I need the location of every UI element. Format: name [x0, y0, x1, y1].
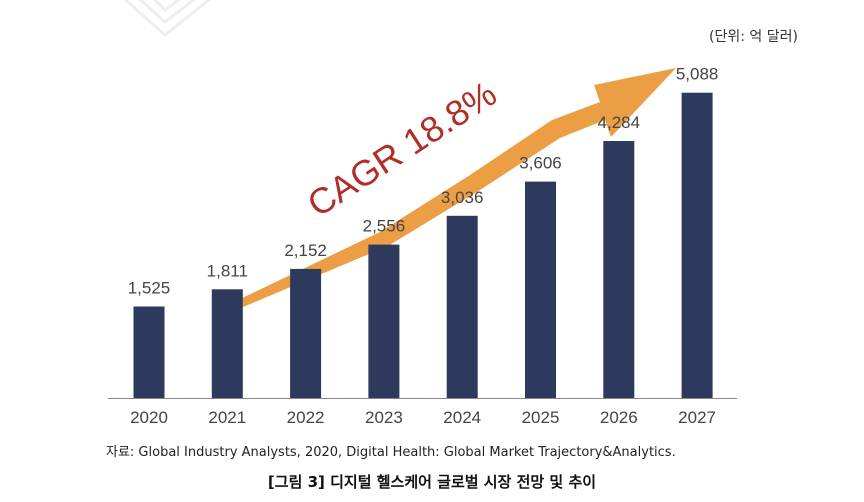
decorative-watermark [123, 0, 212, 37]
x-tick-label-2022: 2022 [287, 408, 325, 427]
bar-2021 [211, 289, 243, 398]
x-tick-label-2026: 2026 [600, 408, 638, 427]
figure-caption: [그림 3] 디지털 헬스케어 글로벌 시장 전망 및 추이 [267, 473, 597, 491]
bars-group [133, 92, 713, 398]
x-tick-label-2025: 2025 [522, 408, 560, 427]
labels-group: 1,525 2020 1,811 2021 2,152 2022 2,556 2023 3,03… [128, 65, 719, 427]
bar-2022 [290, 268, 322, 398]
chart-area: 1,525 2020 1,811 2021 2,152 2022 2,556 2023 3,03… [108, 0, 737, 427]
value-label-2026: 4,284 [598, 113, 641, 132]
value-label-2020: 1,525 [128, 279, 171, 298]
bar-2026 [603, 141, 635, 398]
x-tick-label-2020: 2020 [130, 408, 168, 427]
x-tick-label-2024: 2024 [443, 408, 481, 427]
x-tick-label-2027: 2027 [678, 408, 716, 427]
unit-label: (단위: 억 달러) [709, 29, 798, 45]
source-line: 자료: Global Industry Analysts, 2020, Digi… [106, 445, 676, 460]
value-label-2021: 1,811 [207, 261, 248, 280]
x-tick-label-2021: 2021 [208, 408, 246, 427]
bar-2020 [133, 306, 165, 398]
value-label-2025: 3,606 [519, 154, 562, 173]
growth-arrow [213, 68, 676, 318]
value-label-2023: 2,556 [363, 217, 406, 236]
x-tick-label-2023: 2023 [365, 408, 403, 427]
value-label-2024: 3,036 [441, 188, 484, 207]
bar-2025 [525, 181, 556, 398]
bar-2024 [446, 215, 478, 398]
bar-2023 [368, 244, 400, 398]
bar-2027 [681, 92, 713, 398]
value-label-2027: 5,088 [676, 65, 719, 84]
value-label-2022: 2,152 [284, 241, 327, 260]
